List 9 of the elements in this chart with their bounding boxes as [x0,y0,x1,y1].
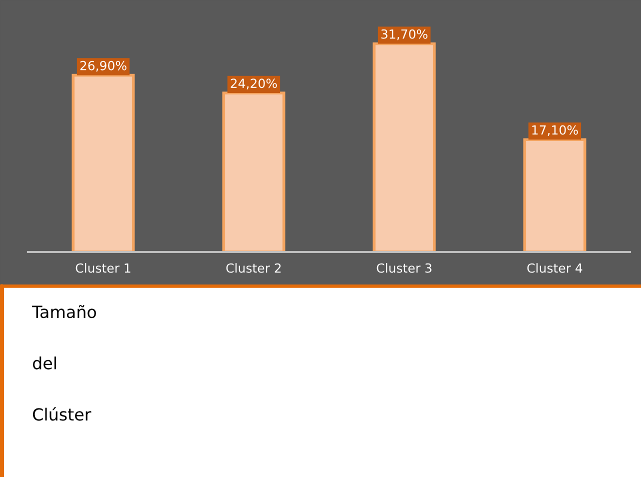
chart-title: Tamaño del Clúster [32,304,96,421]
x-tick-label: Cluster 1 [76,263,130,273]
x-tick-label: Cluster 4 [527,263,582,273]
x-tick-label: Cluster 3 [376,263,432,273]
data-label: 24,20% [230,78,277,90]
x-tick-label: Cluster 2 [226,263,281,273]
data-label: 17,10% [532,125,578,136]
data-label: 26,90% [80,60,126,72]
data-label: 31,70% [381,29,428,40]
